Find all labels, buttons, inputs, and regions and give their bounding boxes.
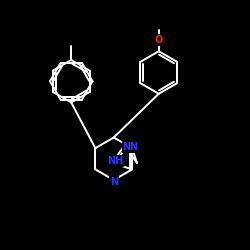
Text: NH: NH (107, 156, 123, 166)
Text: O: O (154, 35, 163, 45)
Text: N: N (122, 142, 130, 152)
Text: N: N (110, 177, 118, 187)
Text: N: N (129, 142, 138, 152)
